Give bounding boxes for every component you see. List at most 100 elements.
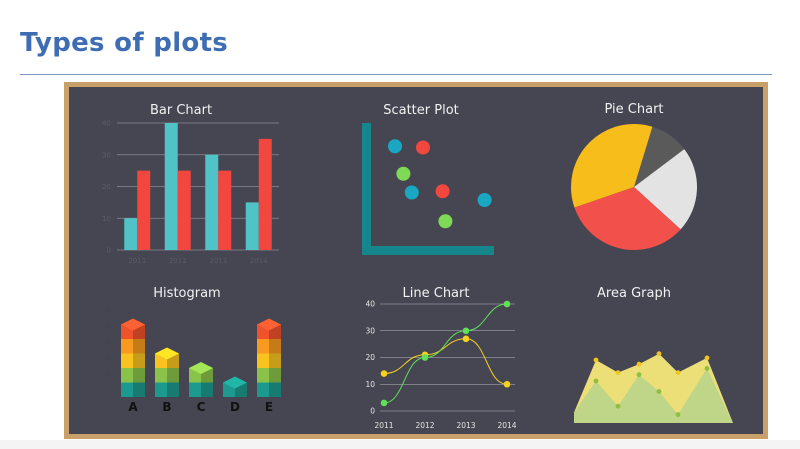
pie-chart-title: Pie Chart (604, 102, 663, 117)
histogram-y-tick-label: 40 (106, 323, 112, 328)
histogram-block-left (155, 382, 167, 397)
bar-x-tick-label: 2011 (128, 257, 146, 265)
area-graph-title: Area Graph (597, 286, 671, 301)
scatter-plot-title: Scatter Plot (383, 103, 459, 118)
scatter-plot (362, 123, 494, 255)
line-point (462, 335, 470, 343)
histogram-block-right (133, 382, 145, 397)
bar (205, 154, 219, 250)
histogram-category-label: E (265, 400, 273, 414)
histogram-title: Histogram (153, 286, 220, 301)
histogram-category-label: A (128, 400, 138, 414)
bar-chart-title: Bar Chart (150, 103, 212, 118)
area-point (636, 372, 642, 378)
line-y-tick-label: 30 (365, 326, 375, 335)
area-point (656, 351, 662, 357)
bar (137, 170, 151, 250)
histogram-block-right (133, 339, 145, 354)
bar-y-tick-label: 30 (102, 151, 111, 159)
histogram-block-right (269, 339, 281, 354)
title-divider (20, 74, 772, 75)
bar-x-tick-label: 2014 (250, 257, 268, 265)
area-point (593, 357, 599, 363)
bar (218, 170, 232, 250)
histogram-y-tick-label: 50 (106, 307, 112, 312)
line-point (380, 370, 388, 377)
area-point (656, 389, 662, 394)
line-chart-title: Line Chart (403, 286, 470, 301)
histogram-y-tick-label: 0 (108, 387, 111, 392)
area-series-fill (574, 368, 733, 423)
page-footer-strip (0, 440, 800, 449)
line-y-tick-label: 10 (365, 380, 375, 389)
histogram-block-left (121, 368, 133, 383)
histogram-category-label: B (162, 400, 171, 414)
pie-slice (571, 123, 653, 208)
scatter-point (477, 193, 492, 207)
scatter-point (435, 184, 450, 199)
bar-y-tick-label: 20 (102, 183, 111, 191)
line-x-tick-label: 2013 (456, 421, 475, 430)
area-graph (574, 351, 733, 423)
scatter-point (438, 214, 453, 229)
chalkboard-frame: Bar Chart Scatter Plot Pie Chart Histogr… (64, 82, 768, 439)
plots-board-canvas: Bar Chart Scatter Plot Pie Chart Histogr… (102, 102, 733, 431)
area-point (615, 403, 621, 409)
histogram-block-right (133, 353, 145, 368)
bar (177, 170, 191, 250)
histogram-block-top (189, 362, 213, 374)
scatter-point (416, 140, 430, 155)
histogram-y-tick-label: 10 (106, 371, 112, 376)
histogram-block-top (155, 347, 179, 360)
scatter-point (404, 185, 419, 200)
line-point (380, 399, 388, 407)
histogram-category-label: D (230, 400, 240, 414)
pie-slice (634, 149, 697, 230)
line-series (383, 338, 508, 385)
line-x-tick-label: 2014 (497, 421, 516, 430)
bar-y-tick-label: 40 (102, 120, 111, 128)
line-point (462, 327, 470, 335)
histogram-y-tick-label: 20 (106, 355, 112, 360)
slide-title: Types of plots (20, 28, 229, 58)
histogram-block-right (269, 382, 281, 397)
histogram-block-left (121, 339, 133, 354)
histogram-chart: 0 10 20 30 40 50 A B C D E (106, 307, 281, 414)
histogram-block-right (269, 368, 281, 383)
line-chart: 0 10 20 30 40 2011 2012 2013 2014 (365, 300, 516, 431)
histogram-block-left (121, 353, 133, 368)
line-point (503, 300, 511, 308)
histogram-block-right (133, 368, 145, 383)
bar (124, 218, 138, 250)
line-point (421, 354, 429, 361)
histogram-block-left (257, 353, 269, 368)
histogram-block-left (257, 339, 269, 354)
histogram-block-right (167, 382, 179, 397)
bar-x-tick-label: 2013 (209, 257, 227, 265)
scatter-y-axis (362, 123, 371, 254)
histogram-block-left (257, 382, 269, 397)
scatter-point (396, 166, 411, 181)
scatter-x-axis (362, 246, 494, 255)
bar (245, 202, 259, 250)
histogram-block-top (223, 376, 247, 389)
histogram-category-label: C (197, 400, 206, 414)
pie-slice (574, 187, 681, 251)
histogram-block-right (269, 353, 281, 368)
histogram-block-right (201, 382, 213, 397)
area-point (615, 370, 621, 375)
area-point (704, 355, 710, 361)
line-y-tick-label: 40 (365, 300, 375, 309)
line-x-tick-label: 2011 (374, 421, 393, 430)
histogram-y-tick-label: 30 (106, 339, 112, 344)
line-y-tick-label: 20 (365, 353, 375, 362)
line-point (503, 380, 511, 388)
bar-y-tick-label: 10 (102, 215, 111, 223)
histogram-block-left (189, 382, 201, 397)
area-point (636, 361, 642, 367)
line-series (383, 303, 508, 404)
histogram-block-right (167, 368, 179, 383)
bar (258, 138, 272, 250)
histogram-block-top (257, 318, 281, 331)
line-x-tick-label: 2012 (415, 421, 434, 430)
